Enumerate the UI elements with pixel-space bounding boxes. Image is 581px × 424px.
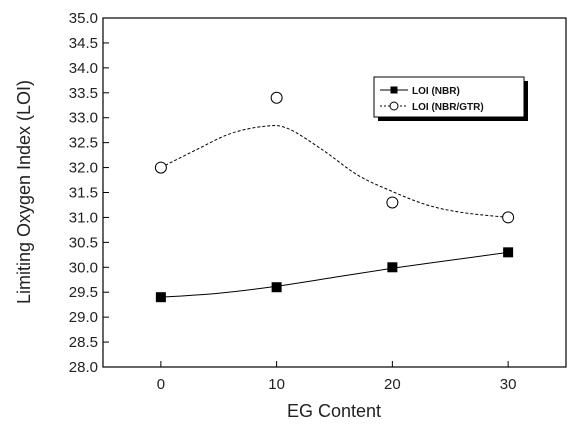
- x-tick-label: 30: [500, 376, 517, 393]
- y-tick-label: 31.0: [69, 209, 98, 226]
- data-point-nbr-gtr: [270, 91, 283, 104]
- y-axis-title: Limiting Oxygen Index (LOI): [14, 80, 34, 304]
- data-point-nbr-gtr: [154, 161, 167, 174]
- y-tick-label: 32.0: [69, 160, 98, 177]
- y-tick-label: 31.5: [69, 185, 98, 202]
- data-point-nbr-gtr: [502, 211, 515, 224]
- x-tick-label: 10: [268, 376, 285, 393]
- series-line-nbr: [160, 251, 509, 298]
- y-tick-label: 28.5: [69, 334, 98, 351]
- legend-label-nbr-gtr: LOI (NBR/GTR): [412, 102, 484, 113]
- y-tick-label: 34.0: [69, 60, 98, 77]
- y-tick-label: 35.0: [69, 10, 98, 27]
- legend: LOI (NBR) LOI (NBR/GTR): [373, 76, 528, 121]
- y-tick-label: 34.5: [69, 35, 98, 52]
- legend-marker-nbr: [390, 86, 398, 94]
- y-tick-label: 32.5: [69, 135, 98, 152]
- data-points: [154, 91, 515, 303]
- data-point-nbr: [503, 247, 514, 258]
- x-tick-label: 0: [157, 376, 165, 393]
- plot-frame: [102, 17, 567, 368]
- y-tick-label: 33.0: [69, 110, 98, 127]
- y-tick-label: 29.5: [69, 284, 98, 301]
- data-point-nbr: [387, 262, 398, 273]
- legend-box: [373, 76, 525, 118]
- y-tick-label: 33.5: [69, 85, 98, 102]
- x-tick-label: 20: [384, 376, 401, 393]
- x-axis-title: EG Content: [287, 401, 381, 421]
- data-point-nbr-gtr: [386, 196, 399, 209]
- fit-curves: [160, 125, 509, 298]
- y-tick-label: 30.0: [69, 259, 98, 276]
- y-tick-label: 28.0: [69, 359, 98, 376]
- legend-marker-nbr-gtr: [389, 101, 399, 111]
- data-point-nbr: [271, 282, 282, 293]
- y-tick-label: 29.0: [69, 309, 98, 326]
- x-axis-ticks: 0 10 20 30: [157, 361, 517, 393]
- data-point-nbr: [155, 292, 166, 303]
- y-tick-label: 30.5: [69, 234, 98, 251]
- series-line-nbr-gtr: [160, 125, 509, 218]
- y-axis-ticks: 28.0 28.5 29.0 29.5 30.0 30.5 31.0 31.5 32.0 32.5…: [69, 10, 109, 376]
- legend-label-nbr: LOI (NBR): [412, 86, 460, 97]
